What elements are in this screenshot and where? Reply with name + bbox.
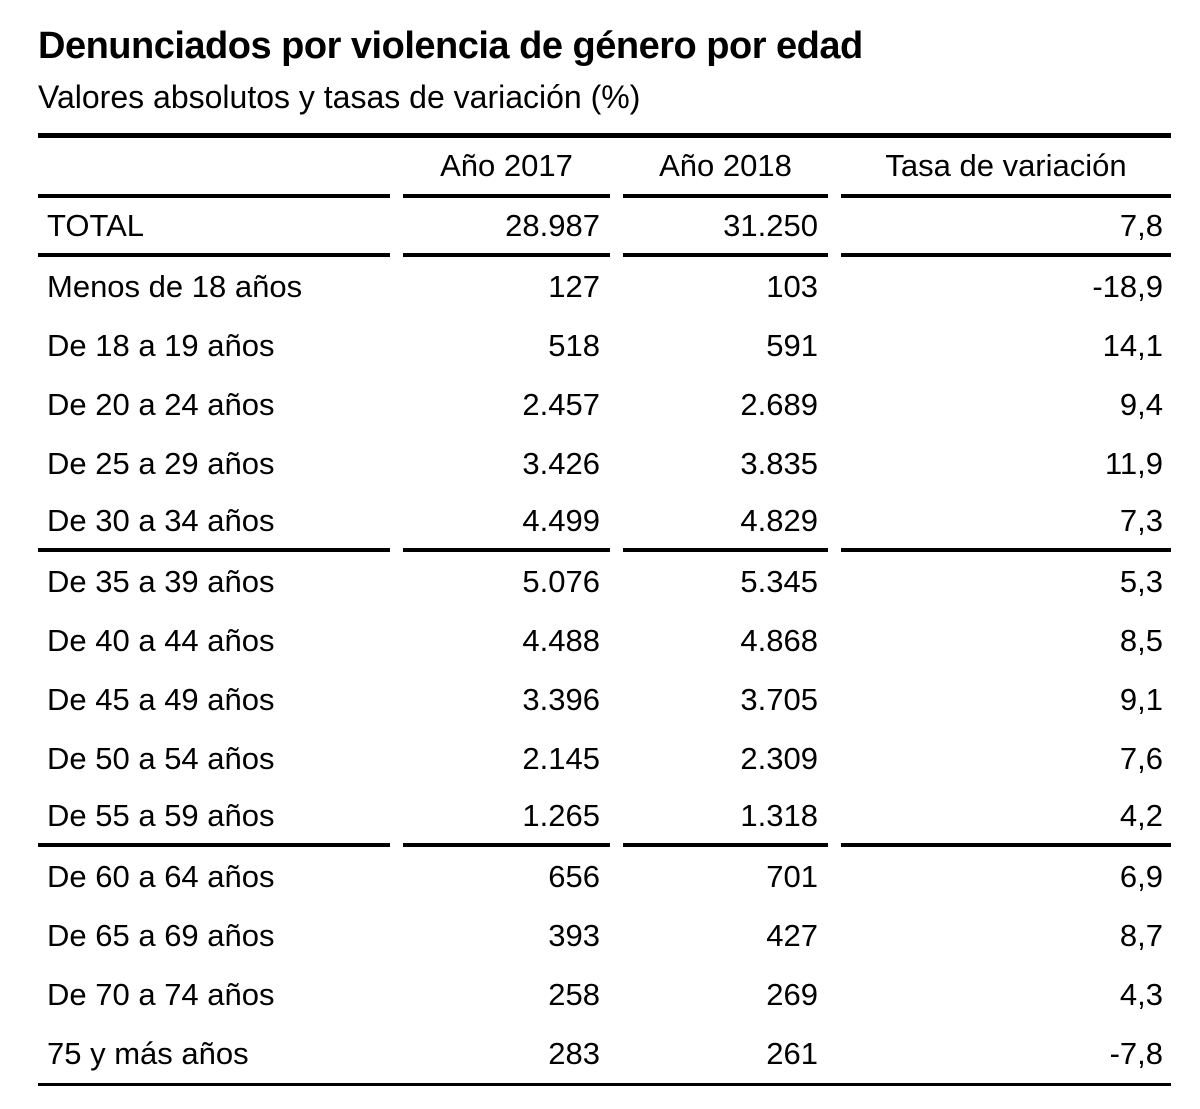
row-label: Menos de 18 años [47,268,303,304]
statistics-page: Denunciados por violencia de género por … [38,25,1171,1086]
cell-tasa: 14,1 [1102,327,1163,363]
cell-2018: 427 [766,917,818,953]
table-row: De 45 a 49 años 3.396 3.705 9,1 [38,670,1171,729]
table-row: De 20 a 24 años 2.457 2.689 9,4 [38,375,1171,434]
cell-tasa: 7,8 [841,198,1171,257]
cell-2018: 1.318 [623,788,828,847]
row-label: De 18 a 19 años [47,327,275,363]
cell-2018: 4.868 [740,622,818,658]
column-header-2017: Año 2017 [403,138,610,198]
cell-2018: 31.250 [623,198,828,257]
cell-tasa: 8,7 [1119,917,1163,953]
cell-2017: 3.426 [522,445,600,481]
table-row: De 50 a 54 años 2.145 2.309 7,6 [38,729,1171,788]
page-subtitle: Valores absolutos y tasas de variación (… [38,79,641,115]
table-row: De 25 a 29 años 3.426 3.835 11,9 [38,434,1171,493]
row-label: 75 y más años [47,1035,249,1071]
table-row: Menos de 18 años 127 103 -18,9 [38,257,1171,316]
row-label: De 45 a 49 años [47,681,275,717]
cell-2018: 3.705 [740,681,818,717]
cell-tasa: -18,9 [1092,268,1163,304]
cell-tasa: -7,8 [1109,1035,1163,1071]
cell-2018: 2.689 [740,386,818,422]
table-row: De 70 a 74 años 258 269 4,3 [38,965,1171,1024]
row-label: De 65 a 69 años [47,917,275,953]
page-title: Denunciados por violencia de género por … [38,25,863,67]
cell-2018: 103 [766,268,818,304]
cell-tasa: 7,3 [841,493,1171,552]
cell-2018: 5.345 [740,563,818,599]
table-row: De 18 a 19 años 518 591 14,1 [38,316,1171,375]
cell-2018: 2.309 [740,740,818,776]
cell-tasa: 5,3 [1119,563,1163,599]
column-header-tasa: Tasa de variación [841,138,1171,198]
table-row: De 65 a 69 años 393 427 8,7 [38,906,1171,965]
cell-2018: 591 [766,327,818,363]
row-label: De 20 a 24 años [47,386,275,422]
cell-2017: 28.987 [403,198,610,257]
row-label: TOTAL [38,198,390,257]
cell-2017: 518 [548,327,600,363]
cell-2017: 2.145 [522,740,600,776]
table-bottom-rule [38,1083,1171,1086]
row-label: De 50 a 54 años [47,740,275,776]
cell-2017: 4.499 [403,493,610,552]
table-row-total: TOTAL 28.987 31.250 7,8 [38,198,1171,257]
cell-2017: 1.265 [403,788,610,847]
cell-tasa: 9,4 [1119,386,1163,422]
cell-2018: 701 [766,858,818,894]
row-label: De 60 a 64 años [47,858,275,894]
table-row-group-end: De 30 a 34 años 4.499 4.829 7,3 [38,493,1171,552]
table-top-rule [38,133,1171,138]
table-row: De 40 a 44 años 4.488 4.868 8,5 [38,611,1171,670]
row-label: De 30 a 34 años [38,493,390,552]
cell-2017: 656 [548,858,600,894]
row-label: De 35 a 39 años [47,563,275,599]
cell-tasa: 6,9 [1119,858,1163,894]
table-header-row: Año 2017 Año 2018 Tasa de variación [38,138,1171,198]
cell-tasa: 7,6 [1119,740,1163,776]
cell-2018: 4.829 [623,493,828,552]
cell-2017: 127 [548,268,600,304]
cell-2017: 2.457 [522,386,600,422]
column-header-blank [38,138,390,198]
row-label: De 55 a 59 años [38,788,390,847]
cell-2017: 3.396 [522,681,600,717]
table-row: De 35 a 39 años 5.076 5.345 5,3 [38,552,1171,611]
cell-2017: 393 [548,917,600,953]
cell-2017: 258 [548,976,600,1012]
cell-2017: 4.488 [522,622,600,658]
cell-2017: 5.076 [522,563,600,599]
cell-2018: 269 [766,976,818,1012]
row-label: De 40 a 44 años [47,622,275,658]
table-row: De 60 a 64 años 656 701 6,9 [38,847,1171,906]
row-label: De 25 a 29 años [47,445,275,481]
cell-2018: 261 [766,1035,818,1071]
cell-2018: 3.835 [740,445,818,481]
column-header-2018: Año 2018 [623,138,828,198]
cell-tasa: 4,2 [841,788,1171,847]
cell-tasa: 4,3 [1119,976,1163,1012]
row-label: De 70 a 74 años [47,976,275,1012]
cell-2017: 283 [548,1035,600,1071]
table-row-group-end: De 55 a 59 años 1.265 1.318 4,2 [38,788,1171,847]
cell-tasa: 9,1 [1119,681,1163,717]
cell-tasa: 11,9 [1104,445,1163,481]
table-row: 75 y más años 283 261 -7,8 [38,1024,1171,1083]
cell-tasa: 8,5 [1119,622,1163,658]
